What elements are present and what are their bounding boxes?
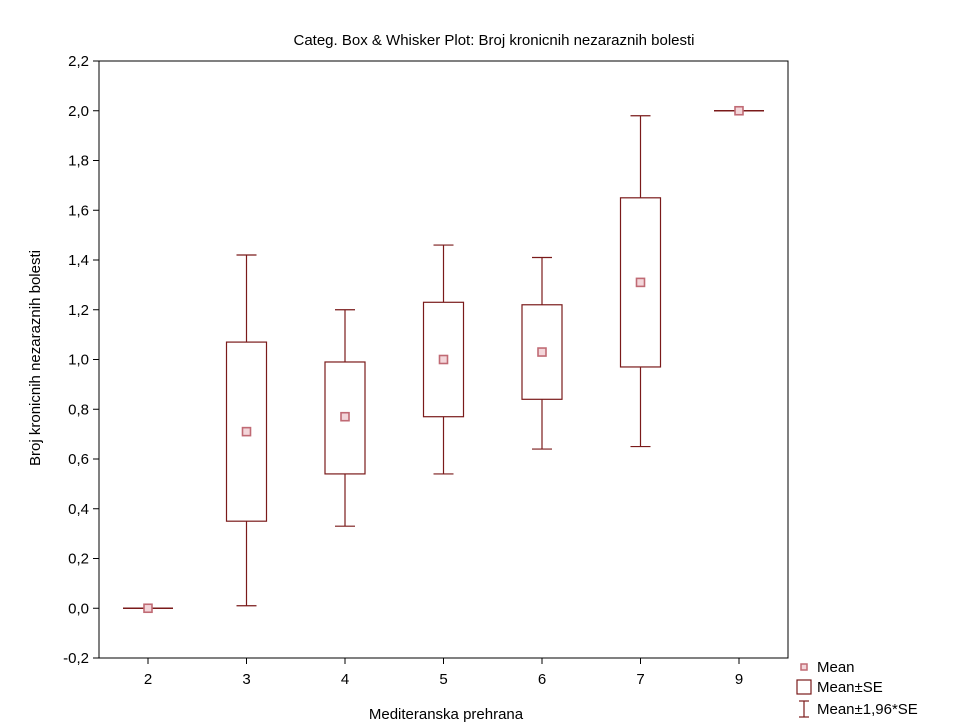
box-group-9 — [714, 105, 764, 116]
mean-marker — [143, 603, 153, 614]
x-tick-label: 7 — [636, 671, 644, 688]
box-group-4 — [324, 309, 366, 527]
x-tick-label: 6 — [538, 671, 546, 688]
mean-marker — [635, 277, 646, 288]
y-axis: -0,2 0,0 0,2 0,4 0,6 0,8 1,0 1,2 1,4 1,6 1,8 2,0 2,2 — [63, 53, 99, 667]
se-box — [619, 197, 662, 368]
x-tick-label: 2 — [144, 671, 152, 688]
se-box — [225, 341, 268, 522]
box-group-7 — [619, 115, 662, 448]
y-tick-label: 1,0 — [68, 352, 89, 369]
x-tick-label: 9 — [735, 671, 743, 688]
legend: Mean Mean±SE Mean±1,96*SE — [796, 659, 918, 718]
y-tick-label: 2,0 — [68, 103, 89, 120]
box-plot-marks — [123, 105, 764, 614]
y-tick-label: 1,2 — [68, 302, 89, 319]
y-tick-label: 1,4 — [68, 252, 89, 269]
legend-mean-icon — [800, 663, 808, 671]
mean-marker — [537, 347, 547, 357]
y-tick-label: 0,2 — [68, 551, 89, 568]
se-box — [422, 301, 465, 418]
chart-title: Categ. Box & Whisker Plot: Broj kronicni… — [293, 32, 694, 49]
x-tick-label: 3 — [242, 671, 250, 688]
x-axis-label: Mediteranska prehrana — [369, 706, 524, 723]
y-tick-label: 2,2 — [68, 53, 89, 70]
y-tick-label: 0,6 — [68, 451, 89, 468]
y-axis-label: Broj kronicnih nezaraznih bolesti — [27, 250, 44, 466]
legend-label: Mean — [817, 659, 855, 676]
box-group-5 — [422, 244, 465, 475]
box-group-2 — [123, 603, 173, 614]
x-tick-label: 4 — [341, 671, 349, 688]
box-group-3 — [225, 254, 268, 607]
legend-box-icon — [796, 679, 812, 695]
y-tick-label: 1,6 — [68, 202, 89, 219]
se-box — [324, 361, 366, 475]
x-tick-label: 5 — [439, 671, 447, 688]
legend-label: Mean±SE — [817, 679, 883, 696]
mean-marker — [438, 354, 449, 365]
y-tick-label: 1,8 — [68, 153, 89, 170]
mean-marker — [734, 105, 744, 116]
y-tick-label: -0,2 — [63, 650, 89, 667]
mean-marker — [241, 426, 252, 437]
x-axis: 2 3 4 5 6 7 9 — [144, 658, 743, 688]
mean-marker — [340, 411, 350, 422]
legend-label: Mean±1,96*SE — [817, 701, 918, 718]
box-group-6 — [521, 256, 563, 450]
y-tick-label: 0,0 — [68, 600, 89, 617]
se-box — [521, 304, 563, 400]
y-tick-label: 0,4 — [68, 501, 89, 518]
y-tick-label: 0,8 — [68, 401, 89, 418]
